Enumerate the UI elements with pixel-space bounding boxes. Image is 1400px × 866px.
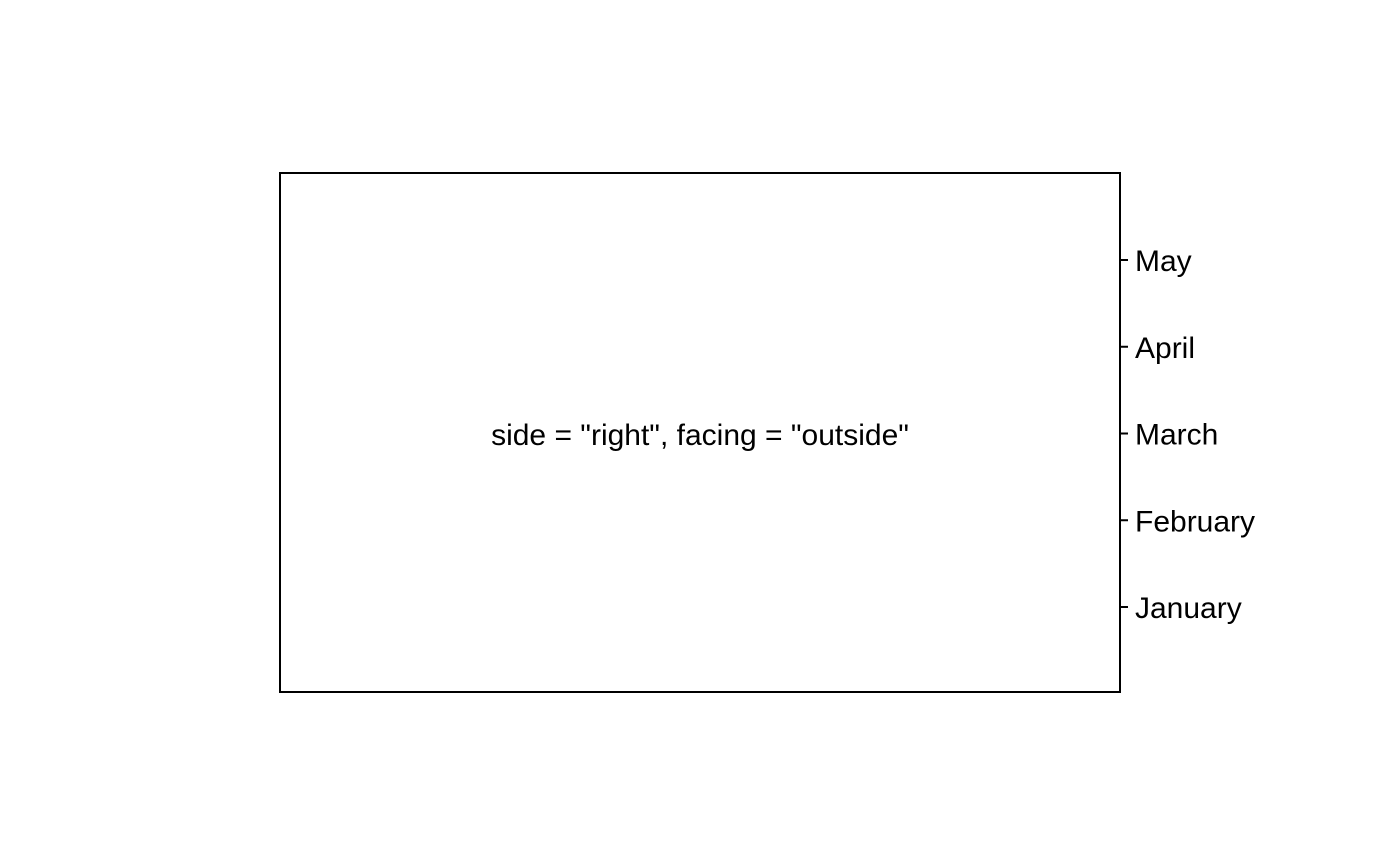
right-axis: January February March April May: [1120, 245, 1255, 625]
tick-label-april: April: [1135, 332, 1195, 365]
chart-annotation: side = "right", facing = "outside": [491, 419, 909, 452]
tick-label-january: January: [1135, 592, 1242, 625]
tick-label-february: February: [1135, 505, 1255, 538]
tick-label-march: March: [1135, 419, 1218, 452]
tick-label-may: May: [1135, 245, 1192, 278]
